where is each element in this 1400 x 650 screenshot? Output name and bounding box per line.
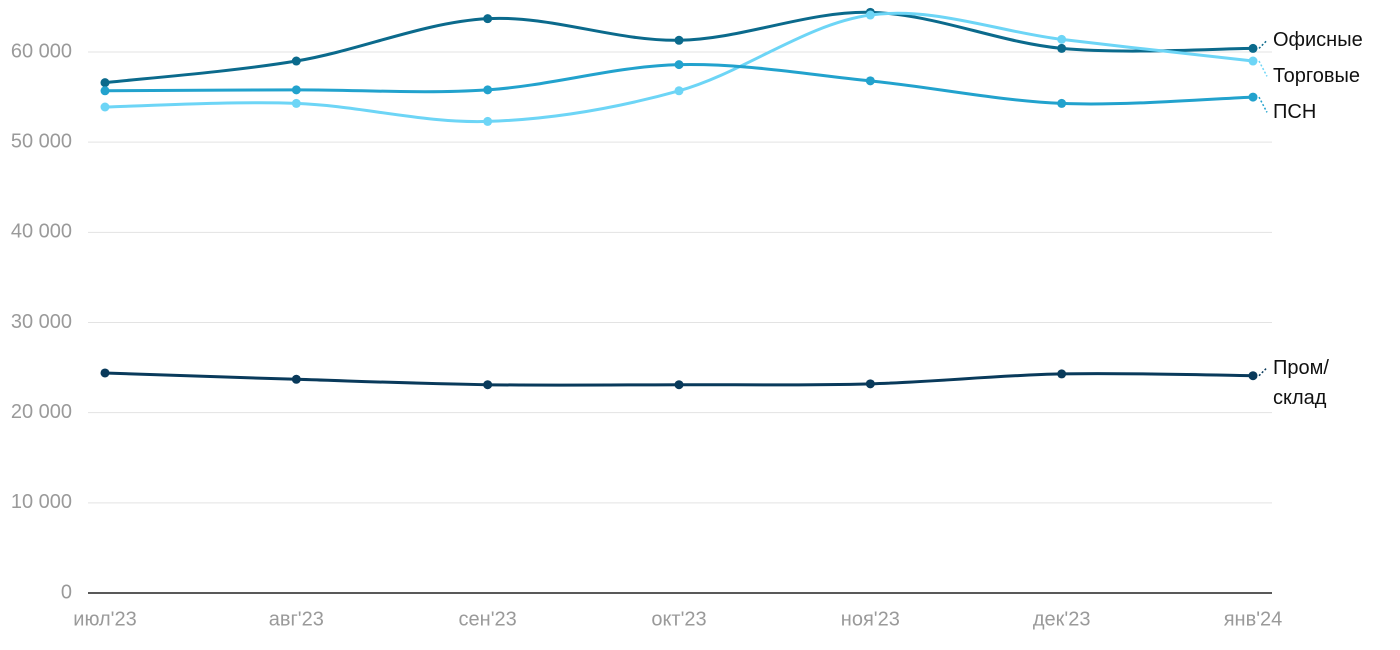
- y-tick-label: 40 000: [11, 221, 72, 243]
- legend-label: ПСН: [1273, 101, 1317, 124]
- data-point: [1057, 34, 1067, 44]
- series-line: [104, 62, 1254, 106]
- data-point: [291, 98, 301, 108]
- x-tick-label: авг'23: [269, 608, 324, 630]
- data-point: [291, 374, 301, 384]
- legend-connector: [1258, 39, 1268, 49]
- data-point: [1248, 92, 1258, 102]
- data-point: [674, 60, 684, 70]
- legend-connector: [1258, 367, 1268, 377]
- legend-connector: [1258, 96, 1268, 113]
- data-point: [1248, 371, 1258, 381]
- legend-label: Офисные: [1273, 29, 1363, 52]
- legend-connector: [1258, 60, 1268, 77]
- data-point: [100, 86, 110, 96]
- data-point: [674, 35, 684, 45]
- data-point: [483, 116, 493, 126]
- data-point: [1248, 43, 1258, 53]
- data-point: [865, 379, 875, 389]
- x-tick-label: окт'23: [651, 608, 706, 630]
- series-line: [104, 10, 1254, 85]
- x-tick-label: июл'23: [73, 608, 136, 630]
- data-point: [100, 78, 110, 88]
- data-point: [674, 380, 684, 390]
- y-tick-label: 60 000: [11, 40, 72, 62]
- data-point: [483, 14, 493, 24]
- legend-label: Пром/склад: [1273, 356, 1329, 409]
- y-tick-label: 50 000: [11, 130, 72, 152]
- data-point: [483, 380, 493, 390]
- x-tick-label: янв'24: [1224, 608, 1283, 630]
- x-tick-label: сен'23: [459, 608, 517, 630]
- data-point: [100, 368, 110, 378]
- y-tick-label: 30 000: [11, 311, 72, 333]
- data-point: [674, 86, 684, 96]
- y-tick-label: 0: [61, 581, 72, 603]
- data-point: [865, 76, 875, 86]
- data-point: [291, 56, 301, 66]
- data-point: [1248, 56, 1258, 66]
- y-tick-label: 10 000: [11, 491, 72, 513]
- y-tick-label: 20 000: [11, 401, 72, 423]
- data-point: [291, 85, 301, 95]
- data-point: [1057, 369, 1067, 379]
- data-point: [483, 85, 493, 95]
- data-point: [100, 102, 110, 112]
- x-tick-label: дек'23: [1033, 608, 1091, 630]
- data-point: [1057, 98, 1067, 108]
- legend-label: Торговые: [1273, 65, 1361, 88]
- x-tick-label: ноя'23: [841, 608, 900, 630]
- data-point: [1057, 43, 1067, 53]
- data-point: [865, 10, 875, 20]
